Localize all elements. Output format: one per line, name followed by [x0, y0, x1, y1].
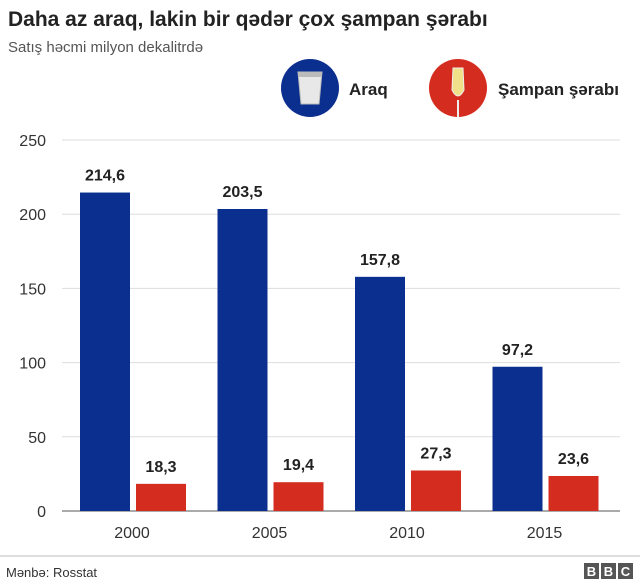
data-label: 203,5: [222, 184, 262, 201]
champagne-glass-icon: [429, 59, 487, 117]
bar-araq: [217, 209, 268, 512]
data-label: 18,3: [145, 459, 176, 476]
x-tick-label: 2005: [252, 525, 288, 542]
legend-label-sampan: Şampan şərabı: [498, 80, 619, 99]
x-tick-label: 2015: [527, 525, 563, 542]
chart-title: Daha az araq, lakin bir qədər çox şampan…: [8, 8, 488, 31]
chart-subtitle: Satış həcmi milyon dekalitrdə: [8, 39, 203, 56]
svg-text:B: B: [587, 564, 596, 579]
source-note: Mənbə: Rosstat: [6, 565, 97, 580]
bar-sampan: [273, 482, 324, 511]
data-label: 157,8: [360, 252, 400, 269]
x-tick-label: 2000: [114, 525, 150, 542]
y-tick-label: 150: [19, 281, 46, 298]
data-label: 214,6: [85, 168, 125, 185]
svg-text:C: C: [621, 564, 631, 579]
legend-label-araq: Araq: [349, 80, 388, 99]
data-label: 19,4: [283, 457, 314, 474]
y-tick-label: 250: [19, 133, 46, 150]
bar-sampan: [548, 475, 599, 511]
vodka-glass-icon: [281, 59, 339, 117]
y-tick-label: 100: [19, 356, 46, 373]
data-label: 27,3: [420, 445, 451, 462]
bar-sampan: [411, 470, 461, 511]
y-tick-label: 50: [28, 430, 46, 447]
svg-text:B: B: [604, 564, 613, 579]
bbc-logo: B B C: [584, 563, 633, 579]
bar-araq: [492, 366, 543, 511]
data-label: 97,2: [502, 342, 533, 359]
legend: Araq Şampan şərabı: [281, 59, 619, 117]
data-label: 23,6: [558, 451, 589, 468]
bar-sampan: [136, 483, 186, 511]
x-tick-label: 2010: [389, 525, 425, 542]
bar-araq: [355, 276, 405, 511]
bar-araq: [80, 192, 130, 511]
y-tick-label: 0: [37, 504, 46, 521]
y-tick-label: 200: [19, 207, 46, 224]
